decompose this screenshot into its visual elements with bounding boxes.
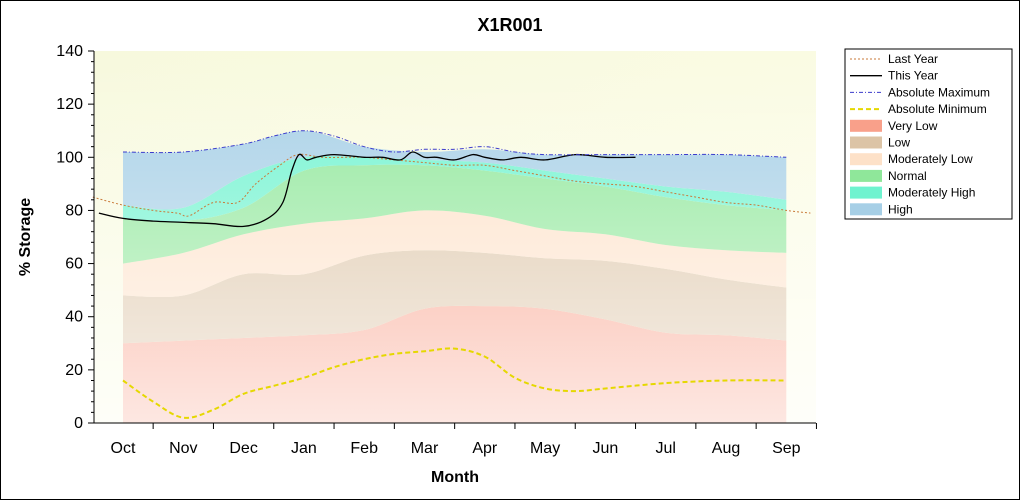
x-tick-label: Apr xyxy=(472,440,498,457)
x-tick-label: May xyxy=(530,440,560,457)
y-axis-title: % Storage xyxy=(17,198,34,276)
y-tick-label: 100 xyxy=(56,149,83,166)
legend-label-absolute-minimum: Absolute Minimum xyxy=(888,102,987,116)
chart-title: X1R001 xyxy=(477,15,542,35)
legend-swatch-very-low xyxy=(850,119,882,132)
y-tick-label: 0 xyxy=(74,415,83,432)
line-this-year xyxy=(98,151,636,228)
x-tick-label: Sep xyxy=(772,440,801,457)
x-tick-label: Nov xyxy=(169,440,197,457)
lines-layer xyxy=(92,130,811,419)
legend-label-this-year: This Year xyxy=(888,69,938,83)
legend-label-high: High xyxy=(888,202,913,216)
bands-layer xyxy=(123,130,787,423)
legend-label-last-year: Last Year xyxy=(888,52,938,66)
legend-swatch-low xyxy=(850,136,882,149)
y-tick-label: 140 xyxy=(56,43,83,60)
legend-swatch-high xyxy=(850,203,882,216)
x-tick-label: Feb xyxy=(350,440,378,457)
line-absolute-maximum xyxy=(122,130,787,158)
legend-label-very-low: Very Low xyxy=(888,119,938,133)
y-tick-label: 20 xyxy=(65,362,83,379)
legend-label-normal: Normal xyxy=(888,169,927,183)
line-last-year xyxy=(92,153,811,217)
x-tick-label: Aug xyxy=(712,440,740,457)
y-tick-label: 60 xyxy=(65,256,83,273)
y-tick-label: 80 xyxy=(65,202,83,219)
legend-swatch-normal xyxy=(850,169,882,182)
x-axis-title: Month xyxy=(431,469,479,486)
legend: Last Year This Year Absolute Maximum Absolu… xyxy=(844,48,1013,220)
legend-label-moderately-low: Moderately Low xyxy=(888,152,973,166)
x-tick-label: Jan xyxy=(291,440,317,457)
y-tick-label: 120 xyxy=(56,96,83,113)
legend-swatch-moderately-low xyxy=(850,153,882,166)
x-tick-label: Oct xyxy=(111,440,136,457)
x-tick-label: Mar xyxy=(411,440,439,457)
y-tick-label: 40 xyxy=(65,309,83,326)
x-tick-label: Jul xyxy=(655,440,675,457)
x-tick-label: Dec xyxy=(229,440,257,457)
axes-layer: 0 20 40 60 80 100 120 140 Oct Nov Dec Jan Feb Mar Apr M… xyxy=(56,43,817,457)
legend-label-moderately-high: Moderately High xyxy=(888,186,975,200)
x-tick-label: Jun xyxy=(593,440,619,457)
line-absolute-minimum xyxy=(122,347,787,419)
legend-label-absolute-maximum: Absolute Maximum xyxy=(888,85,990,99)
legend-label-low: Low xyxy=(888,136,910,150)
legend-swatch-moderately-high xyxy=(850,186,882,199)
